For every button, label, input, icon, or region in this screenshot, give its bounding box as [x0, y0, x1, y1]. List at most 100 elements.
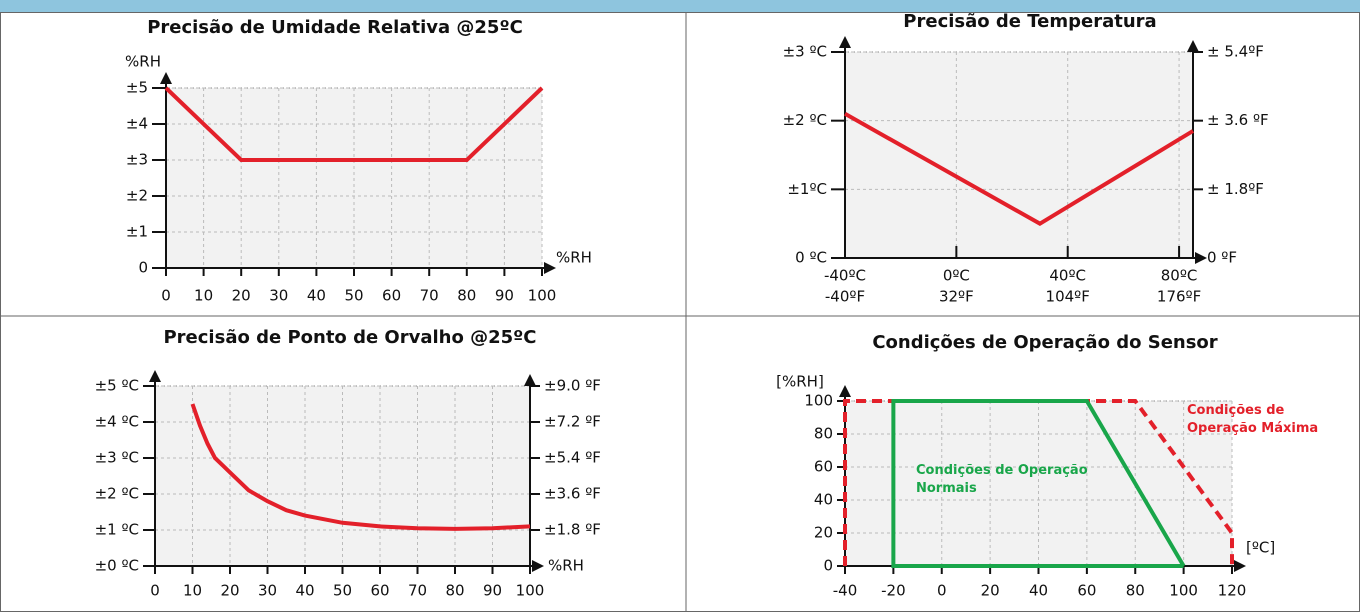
series-label: Condições de Operação Máxima	[1187, 403, 1319, 436]
x-tick-label: -40ºC	[824, 267, 866, 285]
x-tick-label: 80	[445, 582, 464, 600]
y-tick-label: ±0 ºC	[95, 557, 139, 575]
axis-arrow	[532, 560, 544, 572]
x-tick-label: 40	[1029, 582, 1048, 600]
axis-arrow	[839, 385, 851, 397]
top-band	[0, 0, 1360, 12]
x-tick-label: 80ºC	[1161, 267, 1198, 285]
x-axis-label: %RH	[548, 557, 584, 575]
x2-tick-label: 176ºF	[1157, 288, 1201, 306]
x-tick-label: 10	[194, 287, 213, 305]
chart-title: Precisão de Ponto de Orvalho @25ºC	[163, 327, 536, 348]
x-tick-label: 90	[483, 582, 502, 600]
axis-arrow	[160, 72, 172, 84]
y-tick-label: 0 ºC	[795, 249, 827, 267]
y2-tick-label: ± 5.4ºF	[1207, 43, 1264, 61]
y-axis-label: %RH	[125, 53, 161, 71]
y2-tick-label: ±9.0 ºF	[544, 377, 601, 395]
x-tick-label: 70	[420, 287, 439, 305]
y2-tick-label: ± 1.8ºF	[1207, 180, 1264, 198]
x-tick-label: 10	[183, 582, 202, 600]
y-tick-label: 40	[814, 491, 833, 509]
axis-arrow	[524, 374, 536, 386]
y-tick-label: 0	[138, 259, 148, 277]
x2-tick-label: -40ºF	[825, 288, 865, 306]
y-tick-label: ±1	[126, 223, 148, 241]
chart-title: Precisão de Umidade Relativa @25ºC	[147, 17, 523, 38]
y2-tick-label: ±7.2 ºF	[544, 413, 601, 431]
x-tick-label: 40	[295, 582, 314, 600]
x-tick-label: 20	[232, 287, 251, 305]
plot-background	[845, 52, 1193, 258]
y-tick-label: 20	[814, 524, 833, 542]
y-tick-label: ±1ºC	[787, 180, 827, 198]
x-tick-label: 20	[220, 582, 239, 600]
x2-tick-label: 32ºF	[939, 288, 974, 306]
x-tick-label: 0	[161, 287, 171, 305]
x-tick-label: 0	[937, 582, 947, 600]
y-axis-label: [%RH]	[776, 373, 824, 391]
x-axis-label: %RH	[556, 249, 592, 267]
y-tick-label: ±3 ºC	[95, 449, 139, 467]
x-tick-label: 0ºC	[943, 267, 970, 285]
data-line	[190, 403, 531, 531]
y-tick-label: ±5	[126, 79, 148, 97]
x-tick-label: 100	[1169, 582, 1198, 600]
data-line	[844, 112, 1195, 226]
y-tick-label: ±2 ºC	[783, 111, 827, 129]
x-tick-label: 40ºC	[1049, 267, 1086, 285]
x-tick-label: 30	[269, 287, 288, 305]
y-tick-label: ±1 ºC	[95, 521, 139, 539]
y2-tick-label: 0 ºF	[1207, 249, 1237, 267]
x-tick-label: 0	[150, 582, 160, 600]
series-label: Condições de Operação Normais	[916, 463, 1088, 496]
axis-arrow	[544, 262, 556, 274]
data-line	[843, 399, 1234, 566]
data-line	[891, 399, 1186, 568]
y-tick-label: ±4	[126, 115, 148, 133]
y-tick-label: 60	[814, 458, 833, 476]
x-tick-label: 30	[258, 582, 277, 600]
y-tick-label: ±5 ºC	[95, 377, 139, 395]
x-tick-label: 50	[344, 287, 363, 305]
data-line	[164, 86, 544, 162]
x-tick-label: 20	[981, 582, 1000, 600]
x-tick-label: 90	[495, 287, 514, 305]
chart-title: Precisão de Temperatura	[903, 11, 1156, 32]
axis-arrow	[1195, 252, 1207, 264]
x-tick-label: 70	[408, 582, 427, 600]
axis-arrow	[1187, 40, 1199, 52]
y-tick-label: ±3 ºC	[783, 43, 827, 61]
y2-tick-label: ±5.4 ºF	[544, 449, 601, 467]
chart-title: Condições de Operação do Sensor	[872, 332, 1217, 353]
x-tick-label: -20	[881, 582, 906, 600]
y-tick-label: 0	[823, 557, 833, 575]
x-axis-label: [ºC]	[1246, 539, 1275, 557]
x-tick-label: 80	[1126, 582, 1145, 600]
x-tick-label: 100	[516, 582, 545, 600]
x2-tick-label: 104ºF	[1046, 288, 1090, 306]
x-tick-label: 100	[528, 287, 557, 305]
x-tick-label: 60	[382, 287, 401, 305]
y-tick-label: 100	[804, 392, 833, 410]
x-tick-label: 60	[370, 582, 389, 600]
y-tick-label: ±4 ºC	[95, 413, 139, 431]
axis-arrow	[839, 36, 851, 48]
y-tick-label: ±2	[126, 187, 148, 205]
y2-tick-label: ±1.8 ºF	[544, 521, 601, 539]
x-tick-label: -40	[833, 582, 858, 600]
x-tick-label: 80	[457, 287, 476, 305]
y-tick-label: ±3	[126, 151, 148, 169]
x-tick-label: 60	[1077, 582, 1096, 600]
x-tick-label: 120	[1218, 582, 1247, 600]
y2-tick-label: ± 3.6 ºF	[1207, 111, 1269, 129]
axis-arrow	[149, 370, 161, 382]
axis-arrow	[1234, 560, 1246, 572]
y-tick-label: 80	[814, 425, 833, 443]
y2-tick-label: ±3.6 ºF	[544, 485, 601, 503]
x-tick-label: 40	[307, 287, 326, 305]
x-tick-label: 50	[333, 582, 352, 600]
y-tick-label: ±2 ºC	[95, 485, 139, 503]
